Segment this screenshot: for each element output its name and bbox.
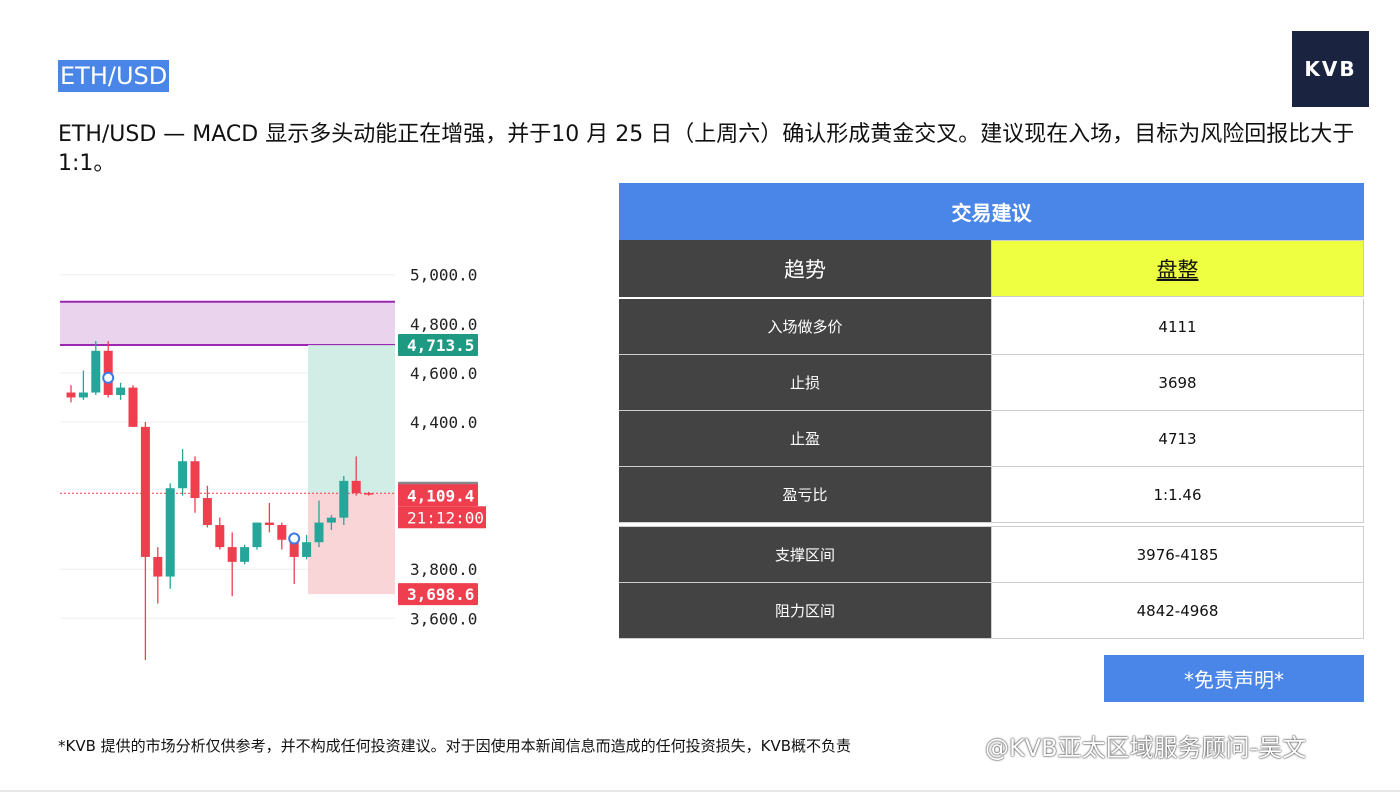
candle-body — [178, 461, 188, 489]
watermark: @KVB亚太区域服务顾问-吴文 — [985, 734, 1307, 762]
candle-body — [302, 542, 312, 557]
candle-body — [289, 539, 299, 557]
countdown-tag — [398, 506, 486, 529]
candle-body — [264, 522, 274, 526]
price-tag — [398, 484, 478, 507]
take-profit-zone — [308, 345, 395, 494]
candle-body — [202, 498, 212, 526]
candle-body — [252, 522, 262, 548]
signal-marker — [288, 532, 301, 545]
resistance-zone-value: 4842-4968 — [992, 583, 1364, 638]
price-tag — [398, 334, 478, 357]
trend-label: 趋势 — [619, 240, 991, 297]
bottom-divider — [0, 790, 1400, 792]
resistance-zone-row: 阻力区间 4842-4968 — [619, 583, 1364, 639]
countdown-label: 21:12:00 — [407, 508, 484, 527]
candle-body — [277, 525, 287, 540]
page-title: ETH/USD — [58, 60, 170, 92]
support-zone-row: 支撑区间 3976-4185 — [619, 527, 1364, 583]
stop-loss-zone — [308, 493, 395, 595]
candle-body — [78, 392, 88, 398]
trade-table-header: 交易建议 — [619, 183, 1364, 240]
support-zone-label: 支撑区间 — [619, 527, 992, 582]
candle-body — [339, 480, 349, 518]
y-tick-label: 4,800.0 — [410, 315, 477, 334]
candle-body — [240, 547, 250, 562]
trade-suggestion-table: 交易建议 趋势 盘整 入场做多价 4111 止损 3698 止盈 4713 盈亏… — [619, 183, 1364, 639]
price-tag-label: 4,713.5 — [407, 336, 474, 355]
y-tick-label: 4,400.0 — [410, 413, 477, 432]
risk-reward-row: 盈亏比 1:1.46 — [619, 467, 1364, 523]
candle-body — [227, 547, 237, 562]
y-tick-label: 3,800.0 — [410, 560, 477, 579]
take-profit-label: 止盈 — [619, 411, 992, 466]
price-tag-label: 4,109.4 — [407, 486, 474, 505]
price-tag — [398, 583, 478, 606]
stop-loss-label: 止损 — [619, 355, 992, 410]
candle-body — [190, 461, 200, 499]
candle-body — [215, 525, 225, 548]
candle-body — [326, 517, 336, 523]
risk-reward-label: 盈亏比 — [619, 467, 992, 522]
support-zone-value: 3976-4185 — [992, 527, 1364, 582]
candle-body — [364, 493, 374, 495]
candle-body — [351, 480, 361, 494]
candle-body — [140, 426, 150, 557]
disclaimer-button[interactable]: *免责声明* — [1104, 655, 1364, 702]
risk-reward-value: 1:1.46 — [992, 467, 1364, 522]
footer-disclaimer: *KVB 提供的市场分析仅供参考，并不构成任何投资建议。对于因使用本新闻信息而造… — [58, 737, 852, 755]
price-tag-label: 3,698.6 — [407, 585, 474, 604]
y-tick-label: 4,600.0 — [410, 364, 477, 383]
trend-value: 盘整 — [991, 240, 1364, 297]
y-tick-label: 5,000.0 — [410, 266, 477, 285]
y-tick-label: 3,600.0 — [410, 609, 477, 628]
analysis-description: ETH/USD — MACD 显示多头动能正在增强，并于10 月 25 日（上周… — [58, 122, 1355, 176]
signal-marker — [102, 371, 115, 384]
price-chart: 5,000.0 4,800.0 4,600.0 4,400.0 3,800.0 3,600… — [55, 260, 495, 660]
candle-body — [128, 387, 138, 427]
candle-body — [66, 392, 76, 398]
candle-body — [116, 387, 126, 395]
entry-price-label: 入场做多价 — [619, 299, 992, 354]
candle-body — [165, 488, 175, 577]
table-gap — [619, 523, 1364, 527]
candle-body — [91, 350, 101, 393]
stop-loss-value: 3698 — [992, 355, 1364, 410]
kvb-logo: KVB — [1292, 31, 1369, 107]
resistance-zone-label: 阻力区间 — [619, 583, 992, 638]
entry-price-value: 4111 — [992, 299, 1364, 354]
resistance-zone — [60, 301, 395, 346]
candle-body — [314, 522, 324, 543]
trend-row: 趋势 盘整 — [619, 240, 1364, 299]
stop-loss-row: 止损 3698 — [619, 355, 1364, 411]
candle-body — [153, 556, 163, 577]
take-profit-row: 止盈 4713 — [619, 411, 1364, 467]
take-profit-value: 4713 — [992, 411, 1364, 466]
entry-price-row: 入场做多价 4111 — [619, 299, 1364, 355]
